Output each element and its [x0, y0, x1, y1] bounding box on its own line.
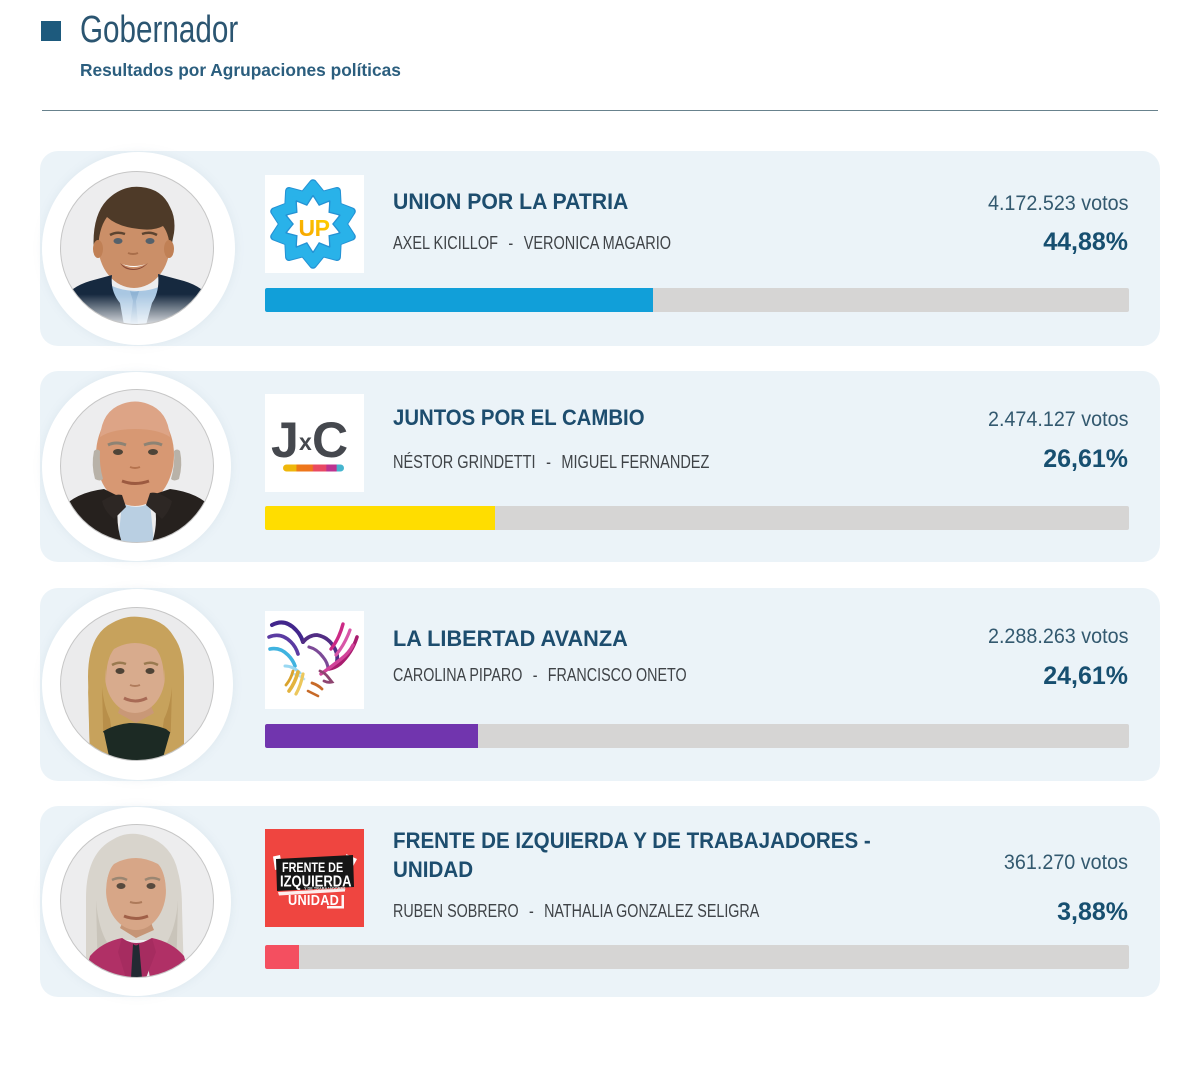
- svg-text:FRENTE DE: FRENTE DE: [282, 860, 343, 875]
- svg-text:UP: UP: [299, 215, 330, 241]
- svg-text:C: C: [312, 412, 348, 468]
- svg-text:x: x: [299, 429, 312, 455]
- svg-text:UNIDAD: UNIDAD: [288, 892, 339, 908]
- svg-text:Y DE TRABAJADORES: Y DE TRABAJADORES: [304, 886, 346, 891]
- svg-text:IZQUIERDA: IZQUIERDA: [280, 874, 352, 891]
- svg-text:J: J: [271, 412, 299, 468]
